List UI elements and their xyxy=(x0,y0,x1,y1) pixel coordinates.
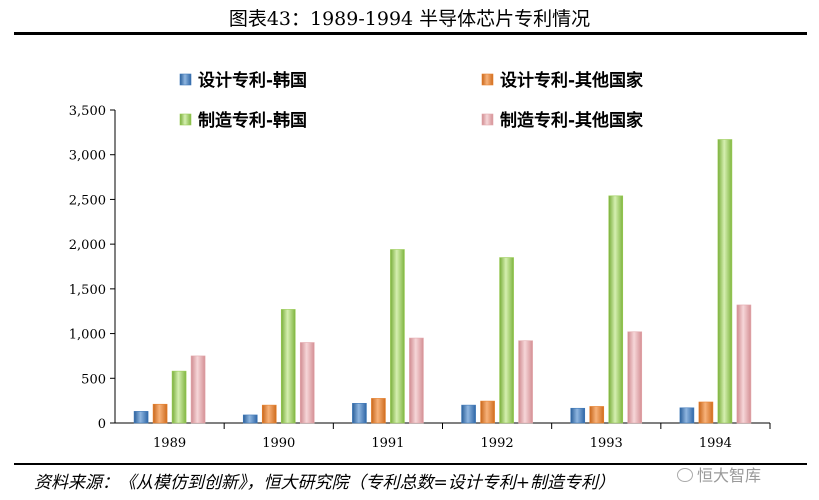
legend-label: 制造专利-其他国家 xyxy=(500,110,643,131)
legend-label: 制造专利-韩国 xyxy=(198,110,307,131)
bar-制造专利-韩国-1993 xyxy=(608,195,624,424)
bar-设计专利-韩国-1992 xyxy=(461,404,476,424)
bar-制造专利-其他国家-1991 xyxy=(409,337,424,424)
x-tick-label: 1991 xyxy=(371,436,404,451)
wechat-icon xyxy=(677,468,693,482)
legend-swatch xyxy=(179,113,192,126)
legend-swatch xyxy=(481,113,494,126)
bar-设计专利-韩国-1994 xyxy=(679,407,695,424)
legend-swatch xyxy=(481,73,494,86)
bar-制造专利-韩国-1992 xyxy=(499,257,514,424)
bar-设计专利-其他国家-1991 xyxy=(371,398,386,424)
y-tick-label: 2,000 xyxy=(69,238,106,253)
title-rule xyxy=(14,32,807,35)
bar-设计专利-韩国-1989 xyxy=(133,411,149,424)
y-tick-label: 1,000 xyxy=(69,328,106,343)
legend-label: 设计专利-韩国 xyxy=(198,70,307,91)
legend-swatch xyxy=(179,73,192,86)
bars xyxy=(133,139,752,424)
bar-制造专利-韩国-1989 xyxy=(171,370,187,424)
footer-rule xyxy=(14,463,807,465)
x-tick-label: 1994 xyxy=(699,436,732,451)
bar-制造专利-韩国-1994 xyxy=(717,139,733,424)
y-tick-label: 3,000 xyxy=(69,149,106,164)
source-note: 资料来源：《从模仿到创新》，恒大研究院（专利总数=设计专利+制造专利） xyxy=(34,473,615,493)
bar-制造专利-韩国-1990 xyxy=(280,309,296,424)
bar-制造专利-韩国-1991 xyxy=(390,249,405,424)
y-tick-label: 2,500 xyxy=(69,193,106,208)
bar-设计专利-韩国-1991 xyxy=(352,403,367,424)
legend-label: 设计专利-其他国家 xyxy=(500,70,643,91)
x-tick-label: 1993 xyxy=(590,436,623,451)
y-tick-label: 3,500 xyxy=(69,104,106,119)
bar-制造专利-其他国家-1990 xyxy=(299,342,315,424)
bar-制造专利-其他国家-1993 xyxy=(627,331,643,424)
chart-title: 图表43：1989-1994 半导体芯片专利情况 xyxy=(228,8,591,30)
bar-设计专利-其他国家-1992 xyxy=(480,400,495,424)
x-tick-label: 1992 xyxy=(481,436,514,451)
bar-制造专利-其他国家-1994 xyxy=(736,304,752,424)
y-tick-label: 500 xyxy=(81,372,106,387)
y-tick-label: 1,500 xyxy=(69,283,106,298)
bar-设计专利-韩国-1990 xyxy=(242,414,258,424)
bar-设计专利-其他国家-1989 xyxy=(152,403,168,424)
watermark-text: 恒大智库 xyxy=(697,466,762,485)
y-tick-label: 0 xyxy=(98,417,106,432)
bar-设计专利-其他国家-1993 xyxy=(589,406,605,424)
bar-制造专利-其他国家-1992 xyxy=(518,340,533,424)
bar-设计专利-其他国家-1994 xyxy=(698,401,714,424)
x-tick-label: 1990 xyxy=(262,436,295,451)
bar-设计专利-韩国-1993 xyxy=(570,407,586,424)
bar-制造专利-其他国家-1989 xyxy=(190,355,206,424)
x-tick-label: 1989 xyxy=(153,436,186,451)
watermark: 恒大智库 xyxy=(677,462,761,486)
axes: 0 500 1,000 1,500 2,000 2,500 3,000 3,500 1989 19… xyxy=(69,104,771,451)
bar-设计专利-其他国家-1990 xyxy=(261,404,277,424)
